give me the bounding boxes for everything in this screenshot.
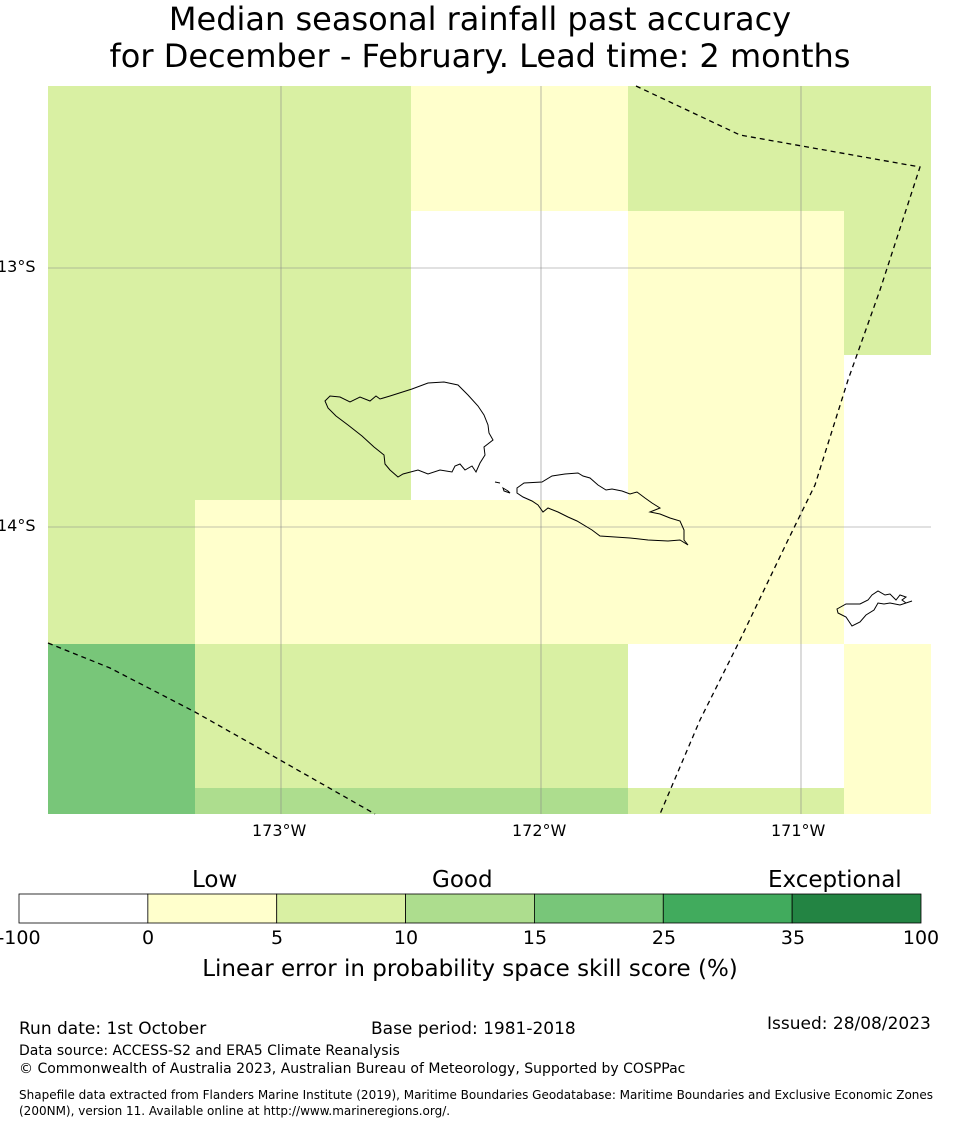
- colorbar-tick: 10: [393, 927, 419, 949]
- lat-label-13s: 13°S: [0, 257, 36, 276]
- savaii-island: [324, 381, 494, 478]
- colorbar-category-low: Low: [192, 867, 238, 893]
- colorbar-segment: [791, 893, 922, 924]
- grid-cell: [195, 500, 628, 644]
- run-date: Run date: 1st October: [19, 1019, 207, 1039]
- grid-cell: [195, 644, 628, 788]
- colorbar-category-exceptional: Exceptional: [768, 867, 902, 893]
- skill-map: [47, 85, 931, 815]
- grid-cell: [48, 644, 195, 814]
- grid-cell: [195, 788, 628, 814]
- colorbar-segment: [147, 893, 278, 924]
- map-title-line2: for December - February. Lead time: 2 mo…: [109, 37, 851, 75]
- manono-island: [494, 481, 501, 484]
- data-source: Data source: ACCESS-S2 and ERA5 Climate …: [19, 1043, 400, 1059]
- grid-cell: [628, 86, 931, 211]
- colorbar-tick: 5: [270, 927, 284, 949]
- eez-boundary-north-east: [635, 85, 921, 815]
- tutuila-island: [836, 590, 913, 627]
- lon-label-172w: 172°W: [512, 821, 567, 840]
- map-title-line1: Median seasonal rainfall past accuracy: [168, 0, 792, 38]
- upolu-island: [516, 472, 689, 546]
- colorbar-category-good: Good: [432, 867, 493, 893]
- lon-label-173w: 173°W: [252, 821, 307, 840]
- lon-label-171w: 171°W: [771, 821, 826, 840]
- grid-cell: [844, 355, 931, 644]
- colorbar-tick: -100: [0, 927, 41, 949]
- colorbar-segment: [276, 893, 406, 924]
- eez-boundary-south-west: [47, 642, 376, 815]
- grid-cell: [628, 644, 844, 788]
- eez-boundary: [47, 85, 921, 815]
- colorbar-tick: 15: [522, 927, 548, 949]
- shapefile-credit: Shapefile data extracted from Flanders M…: [19, 1088, 934, 1118]
- colorbar-label: Linear error in probability space skill …: [202, 956, 738, 982]
- grid-cell: [48, 86, 411, 500]
- colorbar-tick: 100: [902, 927, 940, 949]
- grid-cell: [628, 211, 844, 644]
- copyright: © Commonwealth of Australia 2023, Austra…: [19, 1061, 686, 1077]
- grid-cell: [48, 500, 195, 644]
- colorbar-tick: 0: [141, 927, 155, 949]
- colorbar-segment: [18, 893, 149, 924]
- graticule: [48, 86, 931, 814]
- grid-cell: [411, 211, 628, 500]
- grid-cell: [628, 788, 844, 814]
- skill-grid: [48, 86, 931, 814]
- grid-cell: [411, 86, 628, 211]
- colorbar-segment: [662, 893, 793, 924]
- grid-cell: [844, 211, 931, 355]
- colorbar: [18, 893, 922, 924]
- issued-date: Issued: 28/08/2023: [767, 1014, 931, 1034]
- lat-label-14s: 14°S: [0, 516, 36, 535]
- colorbar-segment: [405, 893, 535, 924]
- grid-cell: [844, 644, 931, 814]
- coastlines: [324, 381, 913, 627]
- colorbar-tick: 25: [651, 927, 677, 949]
- colorbar-tick: 35: [780, 927, 806, 949]
- colorbar-segment: [534, 893, 664, 924]
- apolima-island: [502, 486, 511, 494]
- base-period: Base period: 1981-2018: [371, 1019, 576, 1039]
